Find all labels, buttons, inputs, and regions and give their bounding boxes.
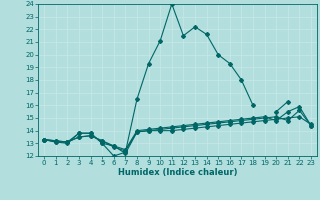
X-axis label: Humidex (Indice chaleur): Humidex (Indice chaleur) <box>118 168 237 177</box>
